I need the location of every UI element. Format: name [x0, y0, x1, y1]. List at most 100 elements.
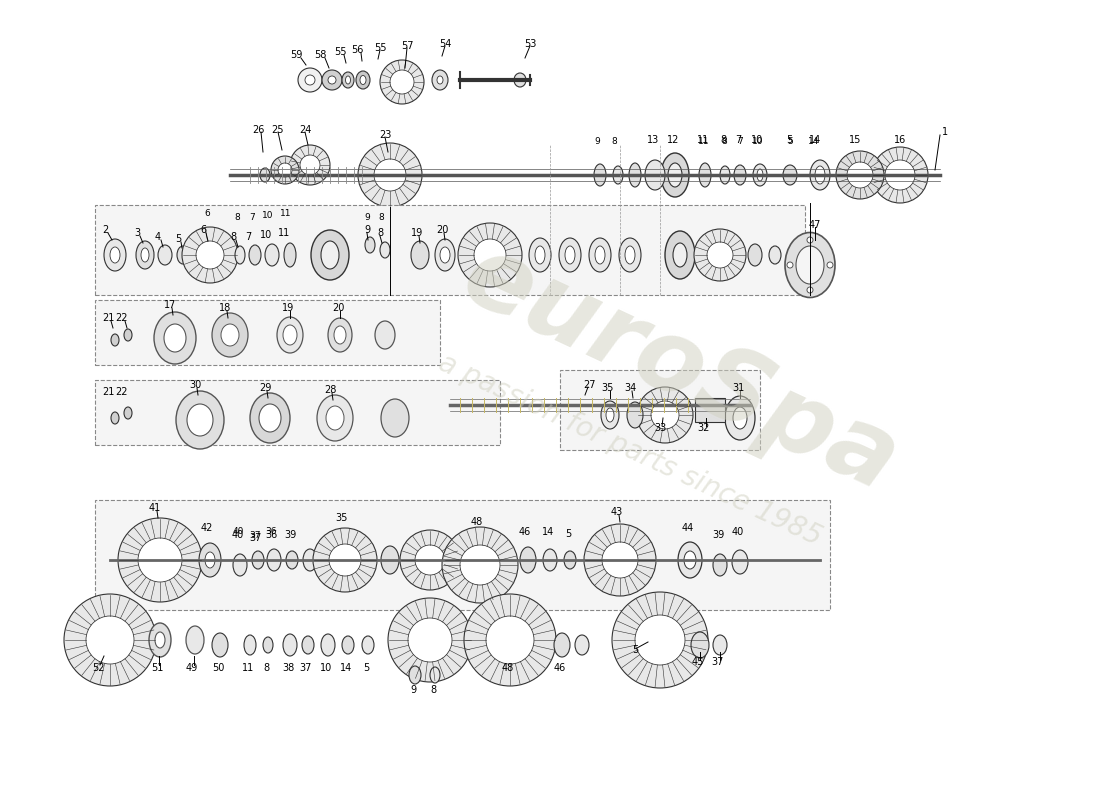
Bar	[560, 370, 760, 450]
Text: 48: 48	[502, 663, 514, 673]
Text: 56: 56	[351, 45, 363, 55]
Circle shape	[786, 262, 793, 268]
Ellipse shape	[554, 633, 570, 657]
Text: 57: 57	[400, 41, 414, 51]
Ellipse shape	[725, 396, 755, 440]
Ellipse shape	[233, 554, 248, 576]
Text: 1: 1	[942, 127, 948, 137]
Text: 10: 10	[262, 210, 274, 219]
Circle shape	[807, 287, 813, 293]
Circle shape	[374, 159, 406, 191]
Circle shape	[388, 598, 472, 682]
Ellipse shape	[284, 243, 296, 267]
Ellipse shape	[136, 241, 154, 269]
Text: 11: 11	[697, 135, 710, 145]
Text: 29: 29	[258, 383, 272, 393]
Ellipse shape	[277, 317, 302, 353]
Text: 6: 6	[205, 209, 210, 218]
Circle shape	[651, 401, 679, 429]
Ellipse shape	[356, 71, 370, 89]
Text: 16: 16	[894, 135, 906, 145]
Text: 55: 55	[374, 43, 386, 53]
Ellipse shape	[362, 636, 374, 654]
Text: 8: 8	[234, 213, 240, 222]
Text: 51: 51	[151, 663, 163, 673]
Circle shape	[707, 242, 733, 268]
Ellipse shape	[619, 238, 641, 272]
Ellipse shape	[321, 241, 339, 269]
Text: 12: 12	[667, 135, 679, 145]
Ellipse shape	[111, 412, 119, 424]
Text: 6: 6	[200, 225, 206, 235]
Ellipse shape	[321, 634, 336, 656]
Ellipse shape	[769, 246, 781, 264]
Text: 17: 17	[164, 300, 176, 310]
Circle shape	[602, 542, 638, 578]
Circle shape	[694, 229, 746, 281]
Text: 22: 22	[116, 387, 129, 397]
Text: 7: 7	[245, 232, 251, 242]
Circle shape	[847, 162, 873, 188]
Circle shape	[322, 70, 342, 90]
Circle shape	[305, 75, 315, 85]
Ellipse shape	[520, 547, 536, 573]
Circle shape	[328, 76, 336, 84]
Circle shape	[196, 241, 224, 269]
Ellipse shape	[258, 404, 280, 432]
Ellipse shape	[124, 407, 132, 419]
Ellipse shape	[565, 246, 575, 264]
Text: 10: 10	[752, 138, 763, 146]
Ellipse shape	[141, 248, 149, 262]
Ellipse shape	[409, 666, 421, 684]
Ellipse shape	[575, 635, 589, 655]
Text: 53: 53	[524, 39, 536, 49]
Text: 37: 37	[249, 533, 261, 543]
Text: 11: 11	[278, 228, 290, 238]
Circle shape	[329, 544, 361, 576]
Text: 7: 7	[249, 213, 255, 222]
Ellipse shape	[124, 329, 132, 341]
Text: 35: 35	[602, 383, 614, 393]
Circle shape	[86, 616, 134, 664]
Ellipse shape	[328, 318, 352, 352]
Ellipse shape	[154, 312, 196, 364]
Text: 43: 43	[610, 507, 623, 517]
Ellipse shape	[514, 73, 526, 87]
Text: 8: 8	[612, 138, 617, 146]
Ellipse shape	[678, 542, 702, 578]
Ellipse shape	[283, 634, 297, 656]
Ellipse shape	[601, 401, 619, 429]
Text: 11: 11	[698, 138, 710, 146]
Text: 22: 22	[116, 313, 129, 323]
Ellipse shape	[430, 667, 440, 683]
Ellipse shape	[267, 549, 280, 571]
Bar	[695, 398, 725, 422]
Text: 31: 31	[732, 383, 744, 393]
Circle shape	[612, 592, 708, 688]
Text: 32: 32	[696, 423, 710, 433]
Text: 15: 15	[849, 135, 861, 145]
Text: 10: 10	[260, 230, 272, 240]
Text: 25: 25	[272, 125, 284, 135]
Ellipse shape	[286, 551, 298, 569]
Ellipse shape	[158, 245, 172, 265]
Ellipse shape	[186, 626, 204, 654]
Text: 37: 37	[712, 657, 724, 667]
Circle shape	[635, 615, 685, 665]
Text: 40: 40	[232, 530, 244, 540]
Ellipse shape	[187, 404, 213, 436]
Ellipse shape	[250, 393, 290, 443]
Text: 14: 14	[340, 663, 352, 673]
Text: 28: 28	[323, 385, 337, 395]
Ellipse shape	[666, 231, 695, 279]
Circle shape	[182, 227, 238, 283]
Text: 7: 7	[737, 138, 742, 146]
Text: 14: 14	[808, 135, 821, 145]
Ellipse shape	[342, 72, 354, 88]
Ellipse shape	[691, 632, 710, 658]
Text: 24: 24	[299, 125, 311, 135]
Ellipse shape	[381, 546, 399, 574]
Text: 59: 59	[289, 50, 302, 60]
Text: 3: 3	[134, 228, 140, 238]
Ellipse shape	[342, 636, 354, 654]
